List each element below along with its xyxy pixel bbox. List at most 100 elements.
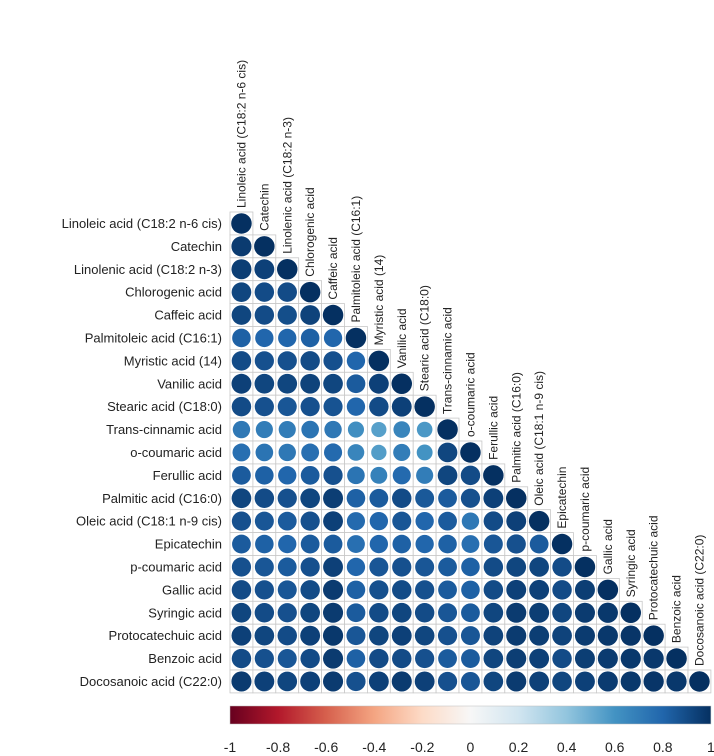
correlation-circle (347, 535, 365, 553)
column-label: Protocatechuic acid (647, 515, 661, 620)
correlation-circle (254, 511, 274, 531)
correlation-circle (323, 351, 343, 371)
correlation-circle (323, 534, 343, 554)
correlation-circle (369, 534, 389, 554)
correlation-circle (231, 305, 252, 325)
colorbar-tick-label: 0.6 (605, 739, 625, 755)
correlation-circle (255, 420, 273, 439)
correlation-circle (346, 351, 366, 371)
column-label: Gallic acid (601, 519, 615, 574)
colorbar-tick-label: -0.8 (266, 739, 290, 755)
row-label: Chlorogenic acid (125, 285, 222, 300)
correlation-circle (552, 648, 572, 669)
correlation-circle (323, 511, 343, 532)
row-labels: Linoleic acid (C18:2 n-6 cis) Catechin Lin… (62, 216, 222, 689)
correlation-circle (231, 625, 252, 646)
correlation-circle (323, 648, 344, 669)
row-label: Vanilic acid (157, 376, 222, 391)
column-label: Benzoic acid (670, 575, 684, 643)
row-label: Caffeic acid (154, 308, 222, 323)
correlation-circle (460, 442, 481, 463)
correlation-circle (323, 602, 344, 623)
colorbar-tick-label: 1 (707, 739, 714, 755)
correlation-circle (369, 511, 389, 531)
correlation-circle (346, 557, 366, 577)
row-label: o-coumaric acid (130, 445, 222, 460)
correlation-circle (506, 625, 527, 646)
correlation-circle (438, 557, 457, 577)
correlation-circle (392, 580, 412, 600)
correlation-circle (254, 625, 275, 646)
correlation-circle (347, 466, 365, 485)
correlation-circle (254, 648, 274, 669)
correlation-circle (597, 602, 618, 623)
correlation-circle (301, 443, 320, 462)
correlation-circle (347, 421, 365, 438)
correlation-circle (414, 396, 435, 417)
correlation-circle (255, 328, 274, 348)
correlation-circle (438, 488, 457, 508)
correlation-circle (346, 580, 366, 600)
colorbar (229, 705, 712, 725)
row-label: Epicatechin (155, 537, 222, 552)
colorbar-ticks: -1 -0.8 -0.6 -0.4 -0.2 0 0.2 0.4 0.6 0.8 1 (224, 739, 714, 755)
correlation-circle (506, 557, 527, 577)
column-label: p-coumaric acid (578, 467, 592, 552)
correlation-circle (483, 580, 504, 600)
correlation-circle (231, 259, 252, 280)
correlation-circle (277, 373, 298, 394)
correlation-circle (346, 488, 366, 508)
correlation-circle (414, 625, 435, 646)
correlation-circle (415, 511, 434, 531)
correlation-circle (254, 397, 274, 417)
correlation-circle (415, 534, 434, 554)
correlation-circle (254, 488, 275, 508)
correlation-circle (277, 488, 297, 508)
correlation-circle (300, 328, 320, 348)
correlation-circle (323, 373, 343, 394)
row-label: Palmitic acid (C16:0) (102, 491, 222, 506)
correlation-circle (254, 236, 275, 257)
correlation-circle (574, 602, 595, 623)
row-label: Myristic acid (14) (124, 353, 222, 368)
correlation-circle (575, 671, 595, 692)
correlation-circle (299, 281, 321, 303)
correlation-circle (461, 535, 480, 553)
correlation-circle (278, 328, 297, 348)
row-label: Linolenic acid (C18:2 n-3) (74, 262, 222, 277)
correlation-circle (231, 236, 252, 257)
correlation-circle (574, 579, 595, 600)
correlation-circle (300, 602, 320, 623)
correlation-circle (506, 602, 527, 623)
correlation-circle (483, 648, 504, 669)
correlation-circle (461, 580, 480, 600)
correlation-circle (460, 671, 480, 691)
correlation-circle (323, 397, 343, 417)
row-label: Palmitoleic acid (C16:1) (85, 330, 222, 345)
correlation-circle (368, 350, 390, 372)
correlation-circle (300, 625, 321, 646)
correlation-circle (324, 420, 342, 439)
correlation-circle (345, 327, 367, 349)
correlation-circle (300, 511, 320, 531)
column-label: Catechin (257, 184, 271, 231)
correlation-circle (552, 557, 572, 577)
correlation-circle (620, 625, 641, 646)
correlation-circle (368, 671, 389, 692)
correlation-circle (620, 648, 641, 669)
correlation-circle (438, 649, 457, 668)
correlation-circle (529, 625, 550, 646)
row-label: Ferullic acid (153, 468, 222, 483)
correlation-circle (529, 648, 550, 669)
correlation-circle (368, 373, 389, 394)
colorbar-tick-label: -0.2 (410, 739, 434, 755)
correlation-circle (369, 396, 389, 417)
correlation-circle (483, 671, 504, 692)
correlation-circle (416, 466, 434, 484)
correlation-circle (529, 602, 550, 623)
row-label: p-coumaric acid (130, 559, 222, 574)
correlation-circle (231, 373, 252, 394)
correlation-circle (643, 671, 664, 692)
correlation-circle (300, 465, 320, 485)
correlation-circle (277, 649, 297, 669)
